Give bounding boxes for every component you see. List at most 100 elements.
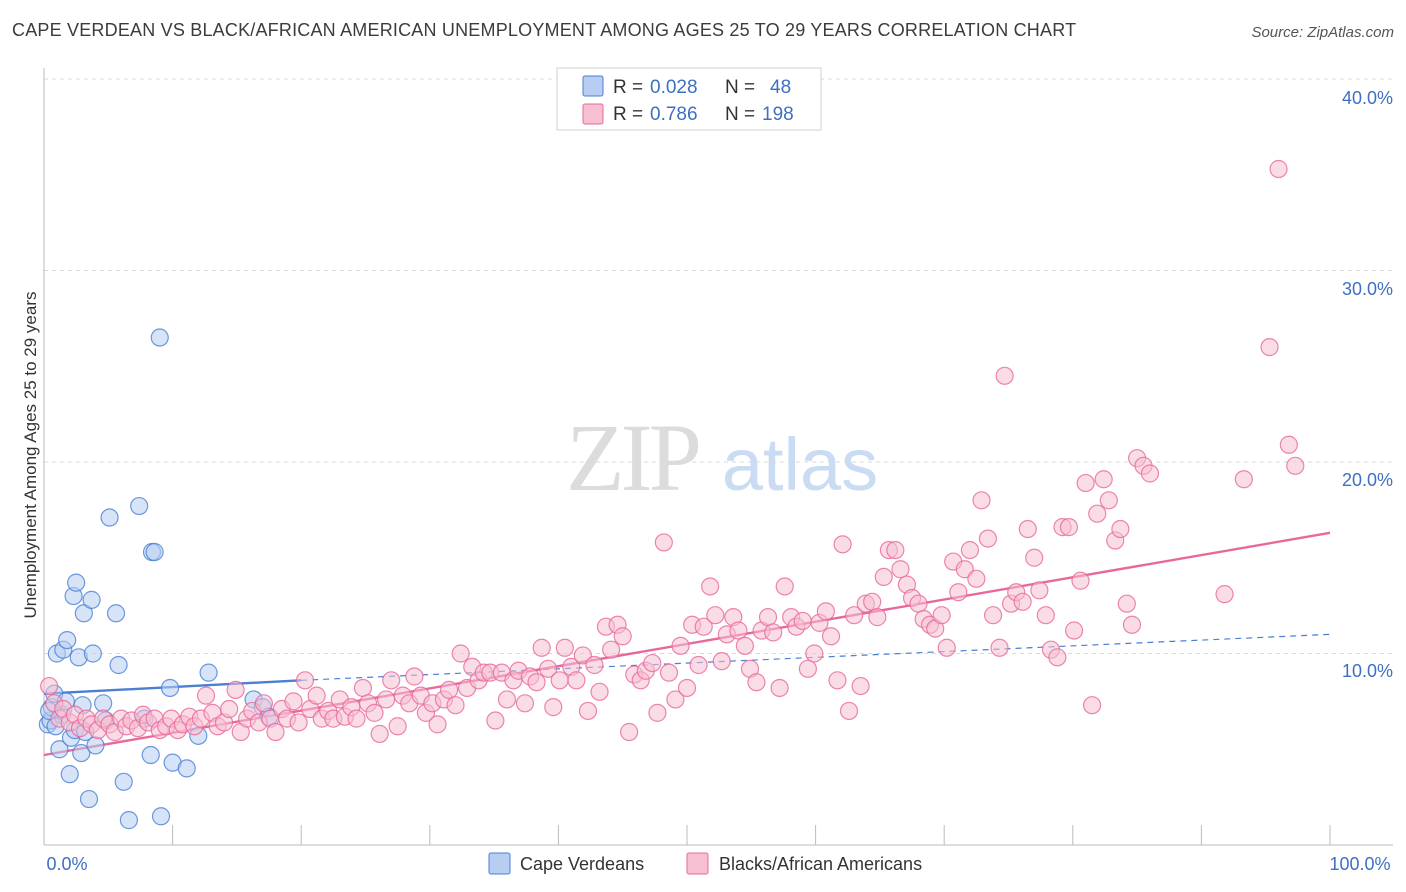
point-pink-70 <box>439 680 459 699</box>
point-pink-59 <box>376 690 396 709</box>
point-pink-158 <box>949 583 968 602</box>
point-pink-131 <box>793 611 812 631</box>
point-pink-72 <box>451 644 470 663</box>
point-pink-89 <box>550 671 569 690</box>
point-pink-117 <box>712 652 731 671</box>
point-pink-140 <box>845 606 864 625</box>
point-blue-9 <box>58 630 77 650</box>
point-pink-192 <box>1269 159 1288 179</box>
point-pink-138 <box>833 535 852 554</box>
point-pink-101 <box>620 722 639 742</box>
point-pink-32 <box>220 699 239 719</box>
point-pink-78 <box>486 711 505 730</box>
point-pink-38 <box>254 694 274 713</box>
point-pink-139 <box>839 701 859 721</box>
y-tick-label-30: 30.0% <box>1342 279 1393 299</box>
point-pink-144 <box>868 608 887 627</box>
point-pink-165 <box>990 638 1009 657</box>
point-pink-171 <box>1025 548 1044 567</box>
point-pink-173 <box>1036 606 1055 625</box>
watermark-atlas: atlas <box>722 423 878 506</box>
point-pink-187 <box>1117 594 1136 613</box>
bottom-legend-swatch-pink <box>686 852 709 875</box>
point-pink-120 <box>729 621 748 640</box>
point-pink-160 <box>960 540 980 560</box>
point-pink-60 <box>382 671 401 690</box>
point-pink-156 <box>937 638 956 657</box>
point-pink-137 <box>828 671 847 690</box>
point-pink-132 <box>798 659 817 678</box>
legend-n-label-1: N = <box>725 77 755 98</box>
point-pink-111 <box>677 678 697 698</box>
point-pink-90 <box>555 638 574 657</box>
point-blue-16 <box>72 743 91 763</box>
point-pink-175 <box>1048 648 1067 667</box>
point-blue-14 <box>67 573 86 592</box>
point-pink-109 <box>666 690 685 709</box>
point-pink-181 <box>1082 696 1102 715</box>
legend-r-value-1: 0.028 <box>650 77 698 98</box>
gridlines <box>44 78 1393 654</box>
legend-swatch-pink <box>582 103 604 125</box>
y-tick-label-40: 40.0% <box>1342 88 1393 108</box>
legend-swatch-blue <box>582 75 604 97</box>
bottom-legend-swatch-blue <box>488 852 511 875</box>
point-pink-113 <box>689 655 708 675</box>
point-blue-33 <box>145 542 164 562</box>
point-pink-179 <box>1071 571 1090 590</box>
bottom-legend-label-cape-verdeans: Cape Verdeans <box>520 854 644 874</box>
point-pink-33 <box>226 680 245 699</box>
point-pink-100 <box>613 627 632 646</box>
point-pink-126 <box>764 623 783 642</box>
point-pink-151 <box>909 594 928 613</box>
point-blue-17 <box>74 604 93 623</box>
legend-r-label-2: R = <box>613 104 643 125</box>
point-pink-166 <box>995 366 1014 385</box>
legend-n-label-2: N = <box>725 104 755 125</box>
point-pink-85 <box>527 673 546 692</box>
point-pink-83 <box>515 694 535 713</box>
point-pink-106 <box>648 703 667 722</box>
bottom-legend-label-blacks: Blacks/African Americans <box>719 854 922 874</box>
correlation-legend: R = 0.028 N = 48 R = 0.786 N = 198 <box>556 67 822 131</box>
point-blue-22 <box>86 736 105 755</box>
point-pink-115 <box>701 577 720 596</box>
point-pink-145 <box>874 567 893 587</box>
point-pink-177 <box>1059 518 1079 537</box>
point-pink-141 <box>851 676 870 696</box>
point-pink-96 <box>590 682 609 701</box>
point-blue-20 <box>82 590 101 609</box>
point-pink-163 <box>978 529 998 548</box>
point-pink-197 <box>1215 585 1234 604</box>
point-blue-36 <box>160 678 180 698</box>
point-pink-188 <box>1122 615 1142 634</box>
point-pink-114 <box>694 617 713 636</box>
point-pink-127 <box>770 678 789 698</box>
point-blue-5 <box>50 740 69 759</box>
point-pink-54 <box>347 709 366 728</box>
point-pink-47 <box>307 686 326 705</box>
chart-title: CAPE VERDEAN VS BLACK/AFRICAN AMERICAN U… <box>12 20 1077 40</box>
source-label: Source: ZipAtlas.com <box>1251 24 1394 41</box>
point-pink-195 <box>1286 456 1305 475</box>
point-pink-182 <box>1088 504 1107 523</box>
point-pink-88 <box>544 698 563 717</box>
y-tick-label-20: 20.0% <box>1342 470 1393 490</box>
point-pink-136 <box>821 627 841 646</box>
point-pink-61 <box>388 717 407 736</box>
watermark-zip: ZIP <box>566 404 699 511</box>
legend-r-value-2: 0.786 <box>650 104 698 125</box>
point-blue-24 <box>100 508 119 527</box>
point-pink-58 <box>370 724 389 744</box>
point-pink-161 <box>967 569 986 588</box>
point-pink-80 <box>497 690 517 709</box>
point-blue-31 <box>141 745 160 765</box>
point-pink-105 <box>643 653 662 673</box>
point-blue-28 <box>119 811 138 830</box>
point-blue-26 <box>109 655 128 675</box>
point-pink-45 <box>295 671 315 690</box>
point-pink-135 <box>816 602 835 621</box>
point-pink-183 <box>1094 470 1113 489</box>
point-pink-125 <box>758 608 778 627</box>
point-pink-94 <box>578 701 598 721</box>
